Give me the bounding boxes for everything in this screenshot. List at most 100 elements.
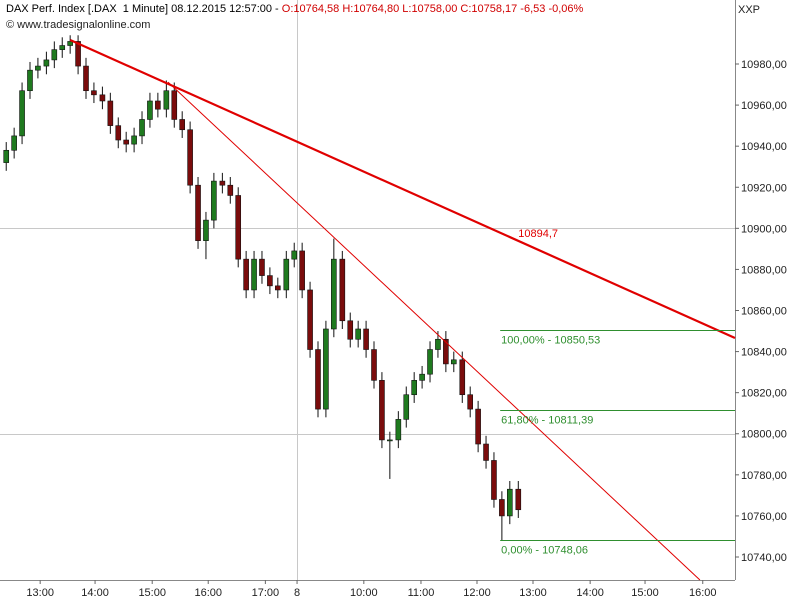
candle-body <box>363 328 369 350</box>
candle-body <box>195 184 201 241</box>
candle-body <box>507 488 513 517</box>
candle-body <box>27 69 33 92</box>
x-tick-label: 16:00 <box>689 587 717 599</box>
x-tick-label: 10:00 <box>350 587 378 599</box>
x-tick-label: 11:00 <box>408 587 435 599</box>
axis-tag: XXP <box>738 4 761 16</box>
candle-body <box>450 359 457 365</box>
subtitle: © www.tradesignalonline.com <box>6 19 151 31</box>
candle-body <box>331 258 337 330</box>
candle-body <box>515 488 522 511</box>
candle-body <box>339 258 346 322</box>
x-tick-label: 13:00 <box>519 587 547 599</box>
y-tick-label: 10980,00 <box>741 59 787 71</box>
candle-body <box>243 258 249 291</box>
candle-body <box>371 349 377 381</box>
candle-body <box>259 258 265 276</box>
y-tick-label: 10760,00 <box>741 511 787 523</box>
candle-body <box>291 250 298 260</box>
candle-body <box>459 359 466 396</box>
y-tick-label: 10960,00 <box>741 100 787 112</box>
candle-body <box>3 149 10 163</box>
candle-body <box>187 129 193 186</box>
candle-body <box>355 328 361 340</box>
x-tick-label: 8 <box>294 587 300 599</box>
x-tick-label: 17:00 <box>252 587 280 599</box>
candle-body <box>315 349 321 410</box>
candle-body <box>19 90 25 137</box>
candle-body <box>275 285 281 291</box>
candle-body <box>283 258 290 291</box>
trendline-label: 10894,7 <box>518 228 558 240</box>
x-tick-label: 13:00 <box>26 587 54 599</box>
candle-body <box>171 90 178 120</box>
trendline <box>167 81 701 581</box>
candle-body <box>219 180 226 186</box>
candle-body <box>179 119 185 131</box>
candle-body <box>411 380 417 396</box>
y-tick-label: 10880,00 <box>741 264 787 276</box>
candle-body <box>35 65 41 71</box>
candle-body <box>227 184 234 196</box>
candle-body <box>91 90 97 96</box>
candle-body <box>203 219 209 241</box>
candle-body <box>11 135 17 151</box>
y-tick-label: 10900,00 <box>741 223 787 235</box>
candle-body <box>435 338 441 350</box>
x-tick-label: 14:00 <box>576 587 604 599</box>
y-tick-label: 10740,00 <box>741 552 787 564</box>
y-tick-label: 10780,00 <box>741 470 787 482</box>
y-tick-label: 10840,00 <box>741 347 787 359</box>
plot-area <box>0 0 735 580</box>
x-tick-label: 16:00 <box>194 587 222 599</box>
candle-body <box>299 250 305 291</box>
candle-body <box>347 320 354 340</box>
candle-body <box>267 275 273 287</box>
x-tick-label: 14:00 <box>81 587 109 599</box>
candle-body <box>147 100 153 120</box>
fib-level-label: 61,80% - 10811,39 <box>501 415 593 427</box>
candle-body <box>211 180 217 221</box>
candle-body <box>251 258 257 291</box>
candle-body <box>467 394 473 410</box>
candle-body <box>59 45 66 50</box>
candle-body <box>155 100 161 110</box>
candle-body <box>131 135 137 145</box>
candle-body <box>123 139 129 145</box>
fib-level-label: 0,00% - 10748,06 <box>501 545 588 557</box>
title: DAX Perf. Index [.DAX 1 Minute] 08.12.20… <box>6 3 279 15</box>
y-tick-label: 10800,00 <box>741 429 787 441</box>
candle-body <box>139 119 145 137</box>
header: DAX Perf. Index [.DAX 1 Minute] 08.12.20… <box>6 3 583 15</box>
candle-body <box>99 94 106 102</box>
y-tick-label: 10940,00 <box>741 141 787 153</box>
candle-body <box>403 394 410 420</box>
candle-body <box>67 41 73 46</box>
candle-body <box>75 41 81 67</box>
candle-body <box>83 65 89 92</box>
candle-body <box>491 460 497 500</box>
candle-body <box>235 195 242 260</box>
candle-body <box>107 100 114 126</box>
candle-body <box>427 349 433 375</box>
candle-body <box>395 419 402 441</box>
trendline <box>69 38 736 340</box>
candle-body <box>115 125 122 141</box>
candle-body <box>163 90 170 110</box>
fib-level-label: 100,00% - 10850,53 <box>501 335 600 347</box>
x-tick-label: 15:00 <box>631 587 659 599</box>
y-tick-label: 10860,00 <box>741 306 787 318</box>
candle-body <box>499 499 505 517</box>
candle-body <box>443 338 449 365</box>
candle-body <box>379 380 385 441</box>
candle-body <box>323 328 329 410</box>
quote: O:10764,58 H:10764,80 L:10758,00 C:10758… <box>281 3 584 15</box>
y-tick-label: 10920,00 <box>741 182 787 194</box>
x-tick-label: 12:00 <box>463 587 491 599</box>
x-tick-label: 15:00 <box>138 587 166 599</box>
y-tick-label: 10820,00 <box>741 388 787 400</box>
candle-body <box>483 443 489 461</box>
candle-body <box>387 439 393 442</box>
